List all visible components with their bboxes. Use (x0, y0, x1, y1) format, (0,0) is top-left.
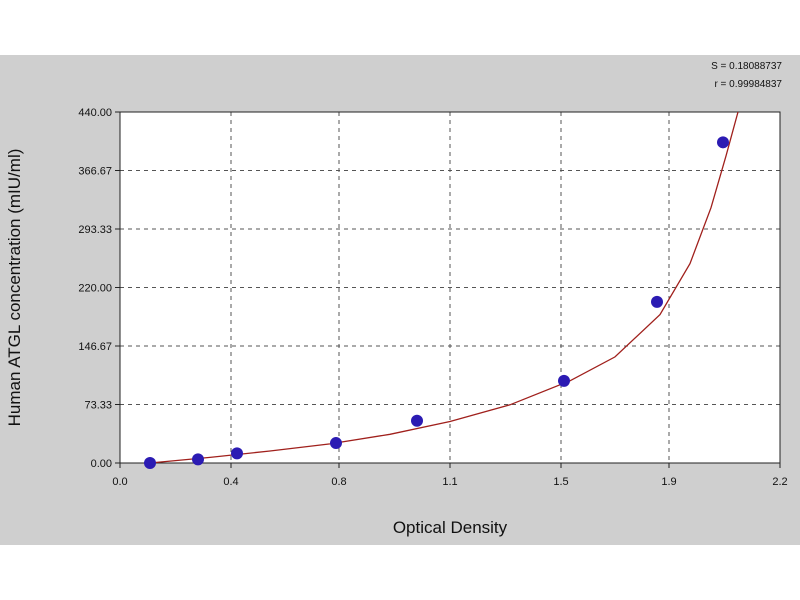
chart-panel: 0.0 0.4 0.8 1.1 1.5 1.9 2.2 0.00 73.33 146.67 220.… (0, 55, 800, 545)
data-point (558, 374, 570, 387)
x-tick-label: 0.0 (112, 476, 127, 488)
data-point (231, 447, 243, 460)
curve-layer (149, 111, 739, 464)
x-tick-label: 0.8 (331, 476, 346, 488)
y-tick-label: 73.33 (84, 400, 112, 412)
stat-r-value: r = 0.99984837 (714, 79, 782, 90)
y-tick-label: 0.00 (91, 458, 112, 470)
grid-layer (120, 112, 780, 463)
point-layer (144, 136, 729, 469)
x-tick-label: 1.5 (553, 476, 568, 488)
x-tick-label: 0.4 (223, 476, 238, 488)
chart-svg: 0.0 0.4 0.8 1.1 1.5 1.9 2.2 0.00 73.33 146.67 220.… (5, 61, 788, 537)
x-axis-title: Optical Density (393, 518, 508, 537)
y-tick-label: 293.33 (78, 224, 112, 236)
data-point (192, 453, 204, 466)
x-tick-label: 1.1 (442, 476, 457, 488)
y-tick-label: 146.67 (78, 341, 112, 353)
data-point (717, 136, 729, 149)
y-axis-title: Human ATGL concentration (mIU/ml) (5, 149, 24, 427)
x-tick-label: 1.9 (661, 476, 676, 488)
fit-curve (149, 111, 739, 464)
data-point (651, 295, 663, 308)
y-tick-label: 220.00 (78, 283, 112, 295)
data-point (144, 457, 156, 469)
y-tick-label: 366.67 (78, 165, 112, 177)
x-tick-label: 2.2 (772, 476, 787, 488)
data-point (330, 437, 342, 450)
tick-layer: 0.0 0.4 0.8 1.1 1.5 1.9 2.2 0.00 73.33 146.67 220.… (78, 107, 787, 488)
stat-s-value: S = 0.18088737 (711, 61, 782, 72)
y-tick-label: 440.00 (78, 107, 112, 119)
data-point (411, 414, 423, 427)
